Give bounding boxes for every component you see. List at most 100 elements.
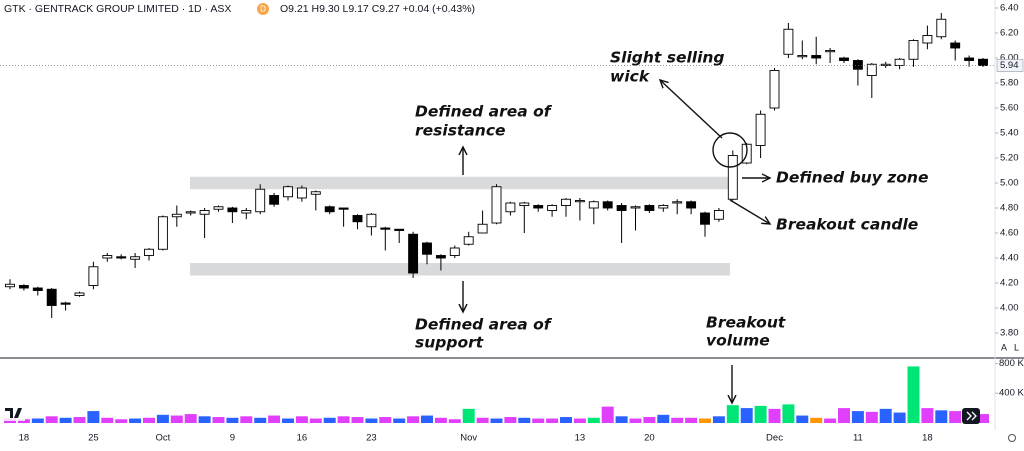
y-tick-label: 3.80 — [1000, 328, 1019, 339]
volume-bar — [323, 417, 336, 423]
candle-body — [658, 205, 669, 209]
volume — [4, 366, 989, 423]
candle-body — [547, 205, 558, 211]
x-tick-label: 16 — [297, 433, 308, 444]
candle-body — [380, 227, 391, 230]
volume-bar — [824, 418, 837, 423]
volume-bar — [156, 414, 169, 423]
candle-body — [797, 55, 808, 58]
candle-body — [185, 211, 196, 214]
candle-body — [964, 57, 975, 61]
annotation: Breakout — [706, 314, 786, 332]
highlight-circle — [712, 132, 748, 168]
volume-bar — [254, 417, 267, 423]
settings-icon[interactable] — [1008, 434, 1016, 442]
y-tick-label: 5.00 — [1000, 178, 1019, 189]
volume-bar — [935, 410, 948, 423]
candle-body — [255, 188, 266, 213]
scroll-icon — [966, 411, 977, 421]
candle-body — [922, 35, 933, 44]
candle-body — [936, 18, 947, 38]
candle-body — [588, 201, 599, 209]
badge-bg — [257, 3, 269, 15]
volume-bar — [434, 417, 447, 423]
log-button[interactable]: L — [1014, 342, 1019, 352]
volume-bar — [240, 416, 253, 423]
volume-bar — [601, 406, 614, 423]
candle-body — [713, 210, 724, 220]
annotation: Slight selling — [610, 49, 725, 67]
volume-bar — [573, 418, 586, 423]
y-tick-label: 400 K — [999, 388, 1024, 399]
volume-bar — [476, 417, 489, 423]
annotation: Defined buy zone — [776, 169, 928, 187]
y-tick-label: 5.20 — [1000, 153, 1019, 164]
candle-body — [144, 248, 154, 256]
volume-bar — [309, 418, 322, 423]
x-tick-label: 9 — [230, 433, 235, 444]
y-tick-label: 5.40 — [1000, 128, 1019, 139]
candle-body — [686, 201, 697, 209]
candle-body — [839, 57, 849, 61]
candle-body — [950, 42, 961, 49]
logo — [3, 405, 25, 421]
volume-bar — [587, 417, 600, 423]
arrow — [660, 80, 723, 139]
annotation: support — [415, 334, 484, 352]
candle-body — [296, 187, 307, 199]
volume-bar — [907, 366, 920, 423]
volume-bar — [490, 418, 503, 423]
x-tick-label: Nov — [460, 433, 477, 444]
candle-body — [630, 206, 641, 209]
candle-body — [324, 206, 335, 213]
candle-body — [866, 63, 877, 76]
y-tick-label: 4.20 — [1000, 278, 1019, 289]
volume-bar — [699, 418, 711, 423]
candle-body — [408, 233, 419, 274]
volume-bar — [615, 416, 628, 423]
change: +0.04 (+0.43%) — [403, 3, 475, 15]
candle-body — [852, 60, 863, 70]
candle-body — [5, 283, 15, 288]
candle-body — [352, 215, 363, 223]
candle-body — [477, 223, 488, 234]
volume-bar — [657, 414, 670, 423]
volume-bar — [768, 408, 781, 423]
volume-bar — [393, 418, 406, 423]
volume-bar — [379, 417, 392, 423]
volume-bar — [198, 416, 211, 423]
y-tick-label: 6.20 — [1000, 28, 1019, 39]
volume-bar — [101, 417, 114, 423]
candle-body — [463, 236, 474, 245]
x-tick-label: 18 — [922, 433, 933, 444]
candle-body — [171, 213, 182, 218]
volume-bar — [295, 416, 308, 423]
volume-bar — [31, 418, 44, 423]
last-price-box — [996, 59, 1024, 72]
x-tick-label: 25 — [88, 433, 99, 444]
annotation: Defined area of — [415, 316, 553, 334]
y-tick-label: 4.00 — [1000, 303, 1019, 314]
candle-body — [491, 186, 502, 224]
candle-body — [227, 207, 238, 213]
volume-bar — [226, 417, 239, 423]
candle-body — [672, 201, 683, 204]
badge: D — [260, 5, 266, 14]
y-tick-label: 800 K — [999, 358, 1024, 369]
candle-body — [74, 292, 85, 296]
volume-bar — [337, 416, 350, 423]
volume-bar — [712, 416, 725, 423]
volume-bar — [977, 414, 989, 423]
x-tick-label: 20 — [644, 433, 655, 444]
symbol-title: GTK · GENTRACK GROUP LIMITED · 1D · ASX — [4, 3, 231, 15]
candle-body — [769, 70, 780, 109]
candle-body — [102, 255, 113, 259]
ohlc-legend: O9.21 H9.30 L9.17 C9.27 +0.04 (+0.43%) — [280, 3, 475, 15]
ohlc-value: 9.30 — [319, 3, 340, 15]
candle-body — [130, 256, 141, 260]
candle-body — [616, 205, 627, 211]
ohlc-value: 9.21 — [288, 3, 309, 15]
auto-button[interactable]: A — [1001, 342, 1007, 352]
volume-bar — [865, 411, 878, 423]
